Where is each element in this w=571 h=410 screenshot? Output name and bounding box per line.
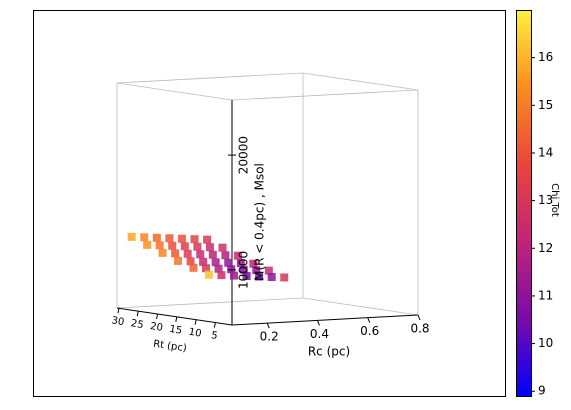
x-tick: [417, 314, 421, 321]
point: [143, 240, 152, 249]
point: [204, 270, 213, 279]
point: [180, 242, 189, 251]
y-tick-label: 30: [111, 315, 125, 328]
colorbar-tick-label: 14: [538, 145, 553, 159]
point: [267, 273, 276, 282]
point: [264, 266, 273, 275]
colorbar-tick-label: 9: [538, 384, 546, 398]
x-axis-label: Rc (pc): [308, 345, 350, 359]
x-tick: [266, 322, 270, 329]
z-axis-label: M(R < 0.4pc) , Msol: [253, 163, 267, 281]
point: [177, 234, 186, 243]
box-edge: [302, 297, 419, 316]
point: [193, 242, 202, 251]
point: [221, 251, 230, 260]
point: [217, 271, 226, 280]
x-tick-label: 0.6: [360, 324, 379, 338]
point: [252, 266, 261, 275]
y-axis: [116, 307, 233, 326]
box-edge: [116, 72, 304, 84]
point: [196, 250, 205, 259]
point: [165, 234, 174, 243]
z-tick-label: 10000: [237, 251, 251, 289]
point: [199, 257, 208, 266]
box-edge: [302, 72, 419, 91]
point: [236, 259, 245, 268]
point: [152, 233, 161, 242]
x-tick-label: 0.8: [410, 322, 429, 336]
colorbar-label: Chi Tot: [549, 183, 560, 217]
point: [218, 243, 227, 252]
point: [140, 233, 149, 242]
x-tick: [316, 320, 320, 326]
point: [224, 258, 233, 267]
point: [201, 264, 210, 273]
point: [255, 272, 264, 281]
point: [211, 258, 220, 267]
y-tick-label: 5: [210, 330, 218, 342]
point: [249, 259, 258, 268]
point: [280, 273, 289, 282]
point: [233, 251, 242, 260]
point: [214, 264, 223, 273]
colorbar-tick-label: 13: [538, 193, 553, 207]
point: [242, 272, 251, 281]
point: [127, 232, 136, 241]
point: [171, 249, 180, 258]
y-tick-label: 25: [130, 318, 144, 331]
scene: [116, 72, 419, 326]
colorbar-tick-label: 15: [538, 98, 553, 112]
plot-frame: [33, 10, 506, 397]
point: [186, 257, 195, 266]
y-axis-label: Rt (pc): [152, 339, 187, 355]
point: [155, 241, 164, 250]
colorbar-tick-label: 10: [538, 336, 553, 350]
point: [189, 263, 198, 272]
point: [239, 265, 248, 274]
box-edge: [231, 89, 419, 101]
box-edge: [116, 82, 233, 101]
colorbar: [516, 10, 532, 397]
x-tick-label: 0.2: [260, 330, 279, 344]
x-tick: [367, 317, 371, 323]
point: [183, 249, 192, 258]
x-axis: [231, 314, 419, 326]
y-tick-label: 20: [149, 321, 163, 334]
point: [168, 241, 177, 250]
point: [229, 271, 238, 280]
z-tick-label: 20000: [237, 136, 251, 174]
point: [173, 256, 182, 265]
colorbar-tick-label: 12: [538, 241, 553, 255]
y-tick: [175, 316, 178, 322]
point: [208, 250, 217, 259]
colorbar-tick-label: 16: [538, 50, 553, 64]
point: [158, 248, 167, 257]
y-tick: [136, 311, 139, 317]
point: [205, 243, 214, 252]
y-tick: [156, 313, 159, 320]
box-edge: [116, 297, 304, 309]
x-tick-label: 0.4: [310, 327, 329, 341]
y-tick: [194, 319, 197, 325]
y-tick-label: 15: [169, 324, 183, 337]
point: [227, 265, 236, 274]
point: [203, 235, 212, 244]
colorbar-tick-label: 11: [538, 288, 553, 302]
point: [190, 235, 199, 244]
y-tick: [117, 308, 120, 314]
y-tick: [213, 322, 216, 328]
y-tick-label: 10: [188, 327, 202, 340]
